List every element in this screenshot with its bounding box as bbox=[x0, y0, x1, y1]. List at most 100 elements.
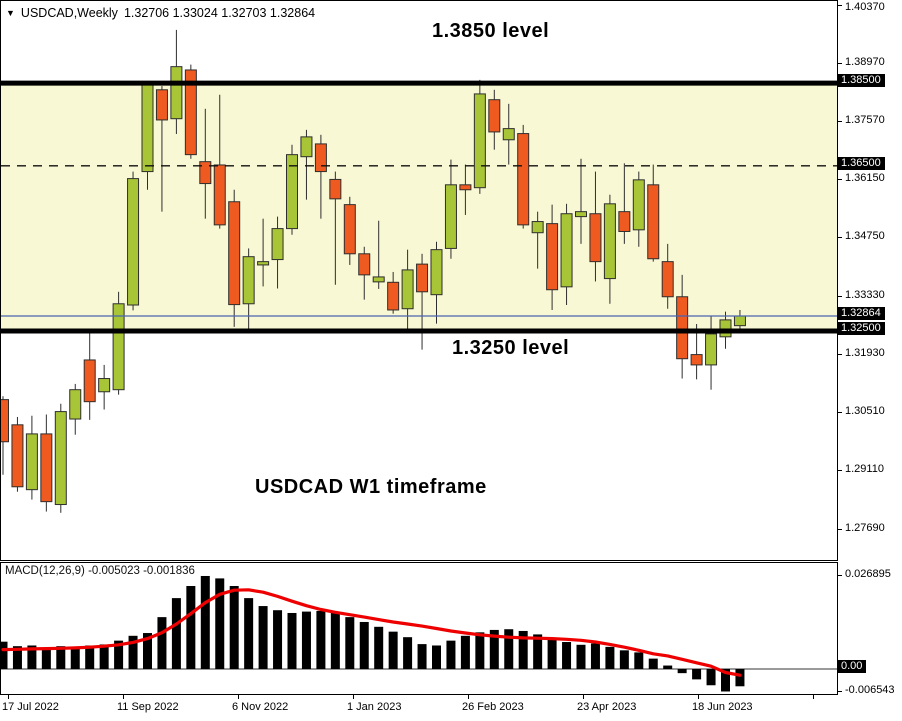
bullish-candle bbox=[575, 211, 587, 218]
macd-histogram-bar bbox=[287, 612, 297, 669]
axis-tick bbox=[838, 529, 842, 530]
bullish-candle bbox=[705, 333, 718, 366]
macd-histogram-bar bbox=[475, 632, 485, 669]
price-chart-panel[interactable] bbox=[0, 0, 838, 561]
support-level-annotation: 1.3250 level bbox=[452, 337, 570, 359]
macd-histogram-bar bbox=[128, 635, 138, 669]
bullish-candle bbox=[112, 303, 125, 391]
macd-histogram-bar bbox=[316, 610, 326, 669]
macd-zero-badge: 0.00 bbox=[838, 660, 867, 673]
price-tick-label: 1.27690 bbox=[845, 522, 885, 534]
macd-signal-value: -0.001836 bbox=[143, 565, 195, 577]
macd-histogram-bar bbox=[547, 638, 557, 669]
quote-values: 1.32706 1.33024 1.32703 1.32864 bbox=[123, 6, 316, 20]
macd-histogram-bar bbox=[533, 634, 543, 669]
bearish-candle bbox=[546, 223, 559, 291]
bullish-candle bbox=[141, 84, 154, 173]
bullish-candle bbox=[430, 249, 443, 296]
macd-axis-label: -0.006543 bbox=[845, 684, 895, 696]
date-label: 11 Sep 2022 bbox=[117, 701, 179, 713]
macd-histogram-bar bbox=[41, 648, 51, 669]
axis-tick bbox=[838, 179, 842, 180]
bearish-candle bbox=[459, 184, 472, 191]
bearish-candle bbox=[329, 178, 342, 200]
price-axis: 1.40370 1.38970 1.37570 1.36150 1.34750 1.333… bbox=[838, 0, 902, 721]
time-axis-tick bbox=[698, 695, 699, 699]
price-tick-label: 1.37570 bbox=[845, 114, 885, 126]
bullish-candle bbox=[719, 319, 732, 338]
bullish-candle bbox=[632, 179, 645, 231]
macd-plot[interactable] bbox=[1, 563, 837, 694]
time-axis: 17 Jul 2022 11 Sep 2022 6 Nov 2022 1 Jan 20… bbox=[0, 695, 838, 721]
macd-histogram-bar bbox=[721, 669, 730, 692]
macd-histogram-bar bbox=[374, 626, 384, 669]
candlestick-plot[interactable] bbox=[1, 1, 837, 560]
macd-histogram-bar bbox=[706, 669, 716, 686]
bearish-candle bbox=[676, 296, 689, 360]
macd-histogram-bar bbox=[677, 669, 687, 674]
bearish-candle bbox=[1, 399, 9, 443]
date-label: 23 Apr 2023 bbox=[577, 701, 637, 713]
bearish-candle bbox=[416, 263, 429, 293]
bullish-candle bbox=[502, 128, 515, 141]
axis-tick bbox=[838, 412, 842, 413]
bullish-candle bbox=[69, 389, 82, 420]
date-label: 6 Nov 2022 bbox=[232, 701, 289, 713]
price-tick-label: 1.36150 bbox=[845, 172, 885, 184]
bullish-candle bbox=[300, 136, 313, 158]
bearish-candle bbox=[661, 261, 674, 298]
bullish-candle bbox=[127, 178, 140, 306]
time-axis-tick bbox=[353, 695, 354, 699]
bullish-candle bbox=[54, 411, 67, 506]
bullish-candle bbox=[170, 66, 183, 120]
macd-histogram-bar bbox=[70, 647, 80, 669]
macd-histogram-bar bbox=[489, 629, 499, 669]
macd-histogram-bar bbox=[186, 586, 196, 669]
macd-histogram-bar bbox=[388, 631, 398, 669]
macd-histogram-bar bbox=[244, 598, 254, 669]
macd-histogram-bar bbox=[648, 658, 658, 669]
macd-histogram-bar bbox=[258, 606, 268, 669]
axis-tick bbox=[838, 5, 842, 6]
macd-histogram-bar bbox=[301, 611, 311, 669]
bearish-candle bbox=[199, 161, 212, 185]
resistance-level-annotation: 1.3850 level bbox=[432, 20, 550, 42]
macd-histogram-bar bbox=[200, 575, 210, 669]
bearish-candle bbox=[40, 433, 53, 503]
time-axis-tick bbox=[123, 695, 124, 699]
bullish-candle bbox=[98, 378, 111, 393]
axis-tick bbox=[838, 296, 842, 297]
macd-histogram-bar bbox=[446, 640, 456, 669]
price-tick-label: 1.38970 bbox=[845, 56, 885, 68]
support-resistance-zone bbox=[1, 83, 837, 332]
price-level-badge: 1.32500 bbox=[838, 322, 885, 335]
bearish-candle bbox=[647, 184, 660, 260]
chart-title: ▼ USDCAD,Weekly 1.32706 1.33024 1.32703 … bbox=[6, 6, 315, 20]
bearish-candle bbox=[83, 359, 96, 403]
bullish-candle bbox=[372, 276, 385, 283]
time-axis-tick bbox=[468, 695, 469, 699]
macd-histogram-bar bbox=[157, 617, 167, 669]
macd-histogram-bar bbox=[417, 644, 427, 669]
macd-histogram-bar bbox=[215, 578, 225, 669]
price-tick-label: 1.40370 bbox=[845, 1, 885, 13]
bullish-candle bbox=[473, 93, 486, 189]
timeframe-annotation: USDCAD W1 timeframe bbox=[255, 476, 487, 498]
time-axis-tick bbox=[583, 695, 584, 699]
macd-histogram-bar bbox=[504, 629, 514, 669]
macd-signal-line bbox=[1, 588, 742, 677]
bearish-candle bbox=[155, 89, 168, 121]
price-tick-label: 1.29110 bbox=[845, 463, 884, 475]
macd-histogram-bar bbox=[359, 621, 369, 669]
bullish-candle bbox=[603, 203, 616, 280]
bearish-candle bbox=[358, 253, 371, 276]
symbol-dropdown-icon[interactable]: ▼ bbox=[6, 7, 15, 18]
macd-indicator-panel[interactable] bbox=[0, 562, 838, 695]
price-level-badge: 1.36500 bbox=[838, 157, 885, 170]
macd-main-value: -0.005023 bbox=[88, 565, 140, 577]
price-level-badge: 1.38500 bbox=[838, 74, 885, 87]
symbol-period-label: USDCAD,Weekly bbox=[20, 6, 118, 20]
bullish-candle bbox=[257, 261, 270, 266]
bearish-candle bbox=[589, 213, 602, 263]
price-tick-label: 1.30510 bbox=[845, 405, 885, 417]
